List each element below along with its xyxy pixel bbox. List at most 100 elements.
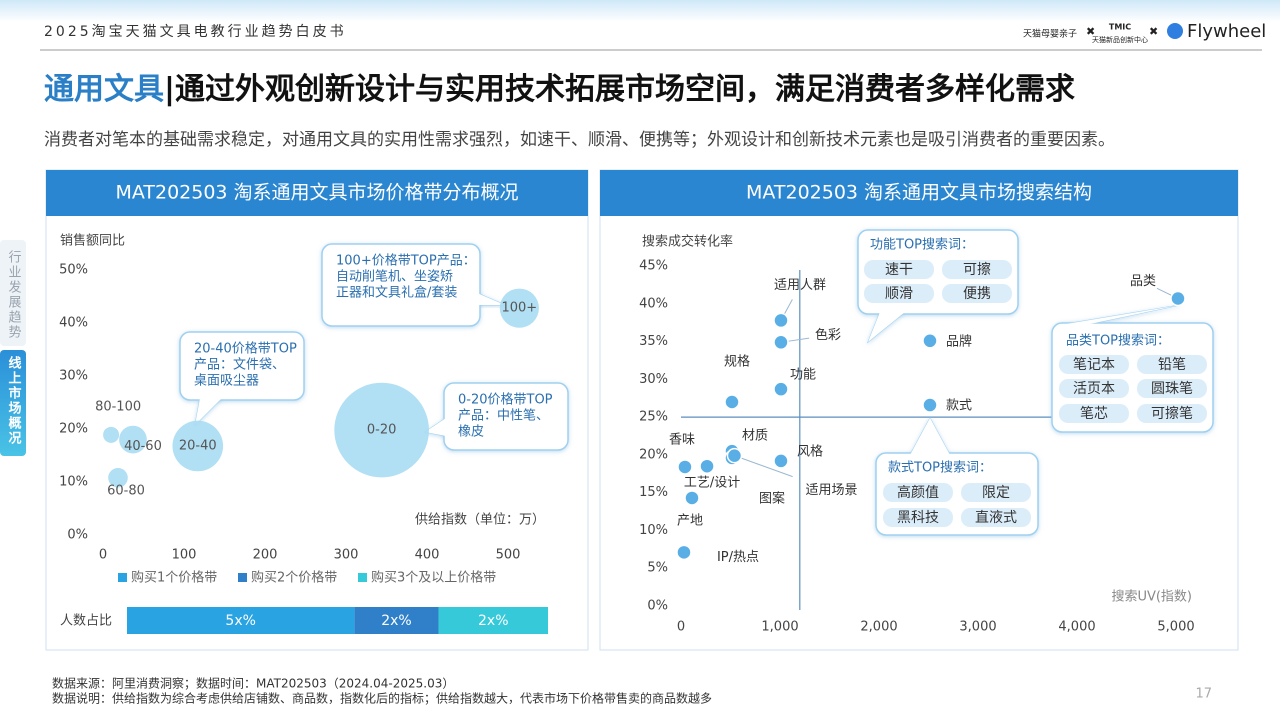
x-tick-label: 200	[253, 548, 278, 563]
bubble-label: 0-20	[367, 423, 397, 438]
keyword: 圆珠笔	[1151, 381, 1193, 397]
legend-swatch	[118, 573, 127, 582]
keyword-box-title: 品类TOP搜索词：	[1066, 334, 1170, 349]
bubble-label: 80-100	[95, 399, 141, 414]
logo: 天猫新品创新中心	[1092, 35, 1148, 44]
legend-swatch	[358, 573, 367, 582]
callout-tail-cover	[195, 398, 222, 425]
legend-label: 购买1个价格带	[131, 570, 217, 586]
x-tick-label: 5,000	[1157, 620, 1194, 635]
bubble	[103, 426, 120, 443]
y-axis-label: 销售额同比	[60, 233, 125, 249]
logo-separator: ✖	[1149, 25, 1158, 38]
annotation: 产品：文件袋、	[194, 358, 285, 373]
keyword: 可擦笔	[1151, 405, 1193, 422]
y-tick-label: 40%	[59, 316, 88, 331]
callout-tail-cover	[470, 290, 505, 305]
keyword-chip	[1059, 404, 1129, 423]
bubble-label: 40-60	[124, 439, 162, 454]
y-tick-label: 25%	[639, 410, 668, 425]
y-tick-label: 10%	[639, 523, 668, 538]
side-tab-label[interactable]: 线上市场概况	[6, 355, 22, 446]
logo: 天猫母婴亲子	[1023, 28, 1077, 40]
callout-tail-cover	[1060, 305, 1180, 325]
point-label: 适用人群	[774, 278, 826, 293]
keyword-chip	[864, 284, 934, 303]
point-label: 色彩	[815, 327, 841, 343]
x-tick-label: 400	[415, 548, 440, 563]
annotation: 100+价格带TOP产品：	[336, 253, 476, 269]
panel-header	[46, 170, 588, 216]
y-tick-label: 30%	[59, 369, 88, 384]
annotation: 自动削笔机、坐姿矫	[336, 269, 453, 285]
keyword-chip	[961, 483, 1031, 502]
legend-swatch	[238, 573, 247, 582]
callout-tail-cover	[868, 312, 905, 342]
scatter-point	[773, 381, 789, 397]
keyword: 便携	[963, 286, 991, 302]
keyword-chip	[1059, 379, 1129, 398]
scatter-point	[684, 490, 700, 506]
annotation: 橡皮	[458, 425, 484, 440]
annotation: 桌面吸尘器	[194, 374, 259, 389]
x-tick-label: 0	[677, 620, 685, 635]
y-axis-label: 搜索成交转化率	[642, 234, 733, 250]
keyword: 黑科技	[897, 510, 939, 526]
keyword-box-title: 款式TOP搜索词：	[888, 461, 992, 476]
side-tab[interactable]	[0, 240, 26, 346]
annotation: 产品：中性笔、	[458, 408, 549, 424]
panel-title: MAT202503 淘系通用文具市场价格带分布概况	[115, 182, 518, 204]
x-tick-label: 300	[334, 548, 359, 563]
footer-note: 数据说明：供给指数为综合考虑供给店铺数、商品数，指数化后的指标；供给指数越大，代…	[52, 691, 712, 706]
keyword-chip	[942, 284, 1012, 303]
share-label: 2x%	[478, 613, 509, 629]
point-label: 功能	[790, 368, 816, 383]
share-segment	[438, 607, 548, 634]
x-tick-label: 1,000	[761, 620, 798, 635]
y-tick-label: 5%	[647, 561, 668, 576]
point-label: 图案	[759, 491, 785, 506]
keyword: 速干	[885, 262, 913, 278]
keyword: 可擦	[963, 261, 991, 278]
callout-tail-cover	[425, 418, 446, 436]
point-label: 规格	[724, 354, 750, 370]
logo: Flywheel	[1187, 21, 1266, 42]
point-label: 香味	[669, 432, 695, 447]
legend-label: 购买2个价格带	[251, 570, 337, 586]
leader-line	[734, 455, 793, 478]
scatter-point	[726, 447, 743, 464]
scatter-point	[773, 334, 789, 351]
callout-box	[321, 243, 481, 327]
point-label: 产地	[677, 513, 703, 528]
keyword-chip	[883, 483, 953, 502]
page-title: 通用文具|通过外观创新设计与实用技术拓展市场空间，满足消费者多样化需求	[44, 72, 1075, 107]
keyword: 笔记本	[1073, 357, 1115, 373]
keyword-chip	[961, 508, 1031, 527]
y-tick-label: 45%	[639, 259, 668, 274]
bubble-label: 60-80	[107, 483, 145, 498]
keyword-chip	[1137, 404, 1207, 423]
y-tick-label: 0%	[67, 528, 88, 543]
point-label: 适用场景	[805, 483, 857, 498]
callout-tail-cover	[910, 418, 950, 455]
y-tick-label: 10%	[59, 475, 88, 490]
y-tick-label: 30%	[639, 372, 668, 387]
scatter-point	[699, 458, 715, 474]
bubble	[119, 425, 147, 454]
bubble	[499, 288, 539, 328]
logo-separator: ✖	[1086, 25, 1095, 38]
x-tick-label: 3,000	[959, 620, 996, 635]
annotation: 正器和文具礼盒/套装	[336, 285, 457, 301]
report-title: 2025淘宝天猫文具电教行业趋势白皮书	[44, 24, 347, 40]
side-tab-active[interactable]	[0, 350, 26, 456]
callout-box	[443, 382, 569, 451]
share-segment	[127, 607, 355, 634]
bubble	[172, 420, 224, 472]
scatter-point	[1170, 290, 1186, 307]
annotation: 20-40价格带TOP	[194, 341, 297, 357]
annotation: 0-20价格带TOP	[458, 392, 553, 408]
title-highlight: 通用文具	[44, 72, 164, 107]
keyword-chip	[942, 260, 1012, 279]
side-tab-label[interactable]: 行业发展趋势	[6, 250, 22, 340]
